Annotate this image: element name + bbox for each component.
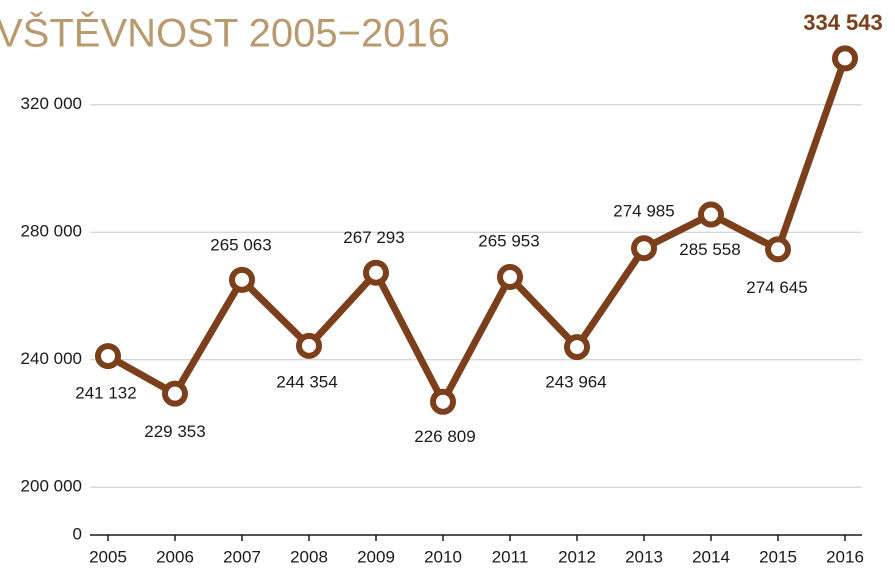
x-tick-label: 2011 (492, 547, 529, 566)
x-tick-label: 2006 (156, 547, 194, 566)
y-tick-label: 280 000 (21, 222, 82, 241)
x-tick-label: 2005 (89, 547, 127, 566)
x-tick-label: 2007 (223, 547, 261, 566)
marker (363, 259, 389, 286)
x-tick-label: 2014 (692, 547, 730, 566)
x-tick-label: 2010 (424, 547, 462, 566)
data-label: 267 293 (343, 228, 404, 247)
marker (832, 45, 858, 72)
marker (95, 343, 121, 370)
marker (765, 236, 791, 263)
x-tick-label: 2015 (759, 547, 797, 566)
marker (162, 380, 188, 407)
data-label: 334 543 (803, 10, 883, 35)
data-label: 274 985 (613, 202, 674, 221)
data-label: 241 132 (75, 384, 136, 403)
line (106, 57, 849, 406)
data-label: 226 809 (414, 427, 475, 446)
marker (631, 235, 657, 262)
data-label: 244 354 (276, 372, 337, 391)
data-label: 285 558 (679, 240, 740, 259)
marker (430, 388, 456, 415)
marker (229, 266, 255, 293)
data-label: 243 964 (545, 373, 606, 392)
y-tick-label: 240 000 (21, 349, 82, 368)
chart-title: VŠTĚVNOST 2005−2016 (0, 11, 450, 56)
data-label: 265 953 (478, 231, 539, 250)
marker (296, 332, 322, 359)
x-tick-label: 2008 (290, 547, 328, 566)
x-tick-label: 2009 (357, 547, 395, 566)
data-label: 265 063 (210, 235, 271, 254)
x-tick-label: 2013 (625, 547, 663, 566)
data-label: 274 645 (746, 278, 807, 297)
x-tick-label: 2016 (826, 547, 864, 566)
x-tick-label: 2012 (558, 547, 596, 566)
marker (698, 201, 724, 228)
y-tick-label: 200 000 (21, 477, 82, 496)
data-label: 229 353 (144, 422, 205, 441)
y-tick-label: 0 (73, 524, 82, 543)
marker (497, 263, 523, 290)
marker (564, 334, 590, 361)
y-tick-label: 320 000 (21, 94, 82, 113)
